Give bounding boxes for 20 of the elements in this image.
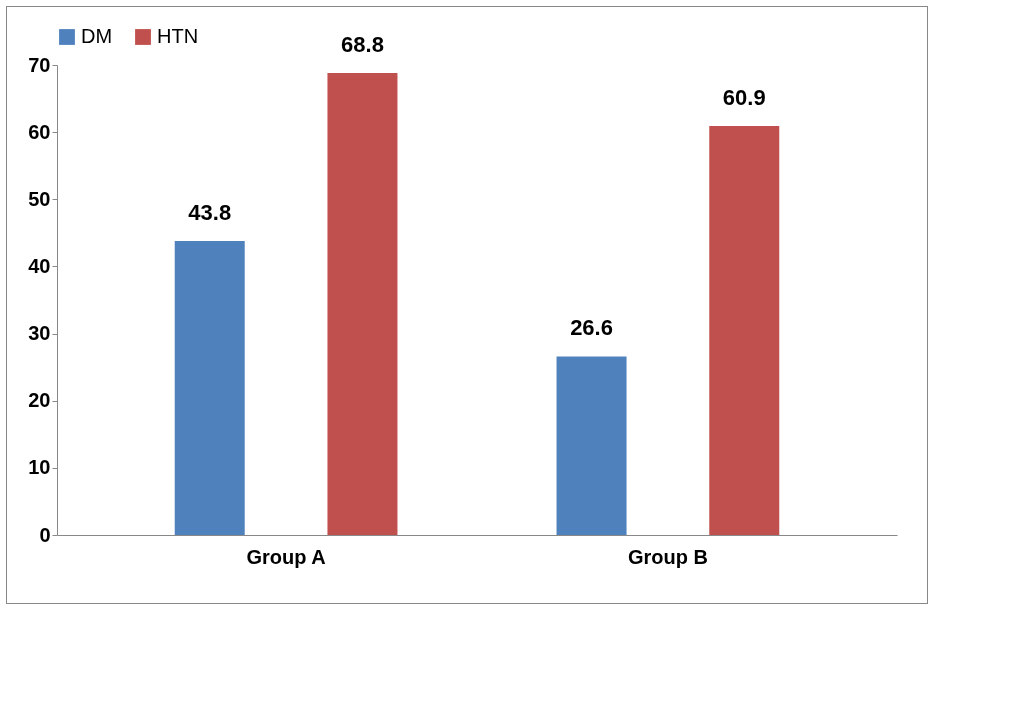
data-label: 68.8 — [341, 32, 384, 58]
data-label: 26.6 — [570, 315, 613, 341]
bar — [709, 126, 780, 535]
x-tick-label: Group A — [246, 545, 326, 568]
bar — [556, 356, 627, 535]
bar — [174, 240, 245, 535]
y-tick-label: 50 — [28, 187, 51, 210]
y-tick-label: 20 — [28, 389, 51, 412]
y-tick-label: 60 — [28, 120, 51, 143]
legend-label: HTN — [157, 25, 199, 47]
y-tick-label: 0 — [39, 523, 51, 546]
x-tick-label: Group B — [627, 545, 708, 568]
data-label: 60.9 — [722, 85, 766, 111]
y-tick-label: 70 — [28, 53, 51, 76]
y-tick-label: 40 — [28, 254, 51, 277]
y-tick-label: 30 — [28, 322, 51, 345]
data-label: 43.8 — [188, 199, 232, 225]
bar — [327, 73, 398, 535]
legend-label: DM — [81, 25, 113, 47]
y-tick-label: 10 — [28, 456, 51, 479]
